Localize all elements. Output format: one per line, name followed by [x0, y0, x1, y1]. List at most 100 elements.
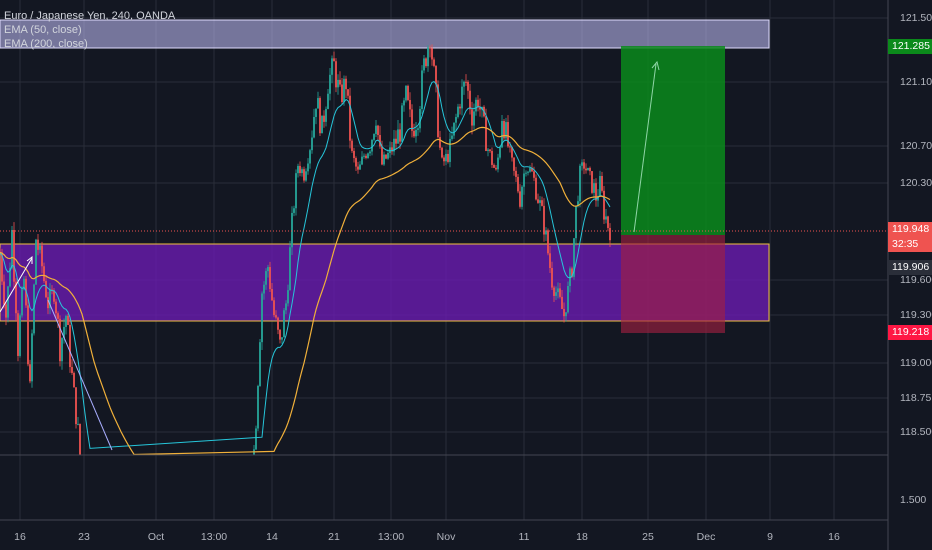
candle-body: [55, 301, 57, 314]
ema200-legend[interactable]: EMA (200, close): [4, 38, 88, 50]
candle-body: [571, 268, 573, 277]
candle-body: [31, 333, 33, 382]
past-arrowhead-icon: [26, 255, 33, 264]
candle-body: [601, 176, 603, 191]
time-tick-label: 21: [328, 531, 340, 543]
candle-body: [9, 268, 11, 287]
candle-body: [429, 47, 431, 49]
candle-body: [297, 165, 299, 174]
candle-body: [47, 297, 49, 309]
candle-body: [531, 168, 533, 172]
candle-body: [307, 163, 309, 172]
symbol-title[interactable]: Euro / Japanese Yen, 240, OANDA: [4, 10, 176, 22]
candle-body: [537, 199, 539, 203]
candle-body: [599, 176, 601, 196]
candle-body: [305, 171, 307, 181]
candle-body: [287, 290, 289, 304]
candle-body: [339, 79, 341, 85]
candle-body: [357, 166, 359, 170]
candle-body: [475, 99, 477, 112]
candle-body: [533, 171, 535, 178]
candle-body: [285, 303, 287, 311]
candle-body: [565, 312, 567, 317]
candle-body: [11, 229, 13, 269]
candle-body: [75, 387, 77, 425]
candle-body: [585, 168, 587, 171]
candle-body: [263, 284, 265, 294]
time-tick-label: 13:00: [377, 531, 405, 543]
countdown-tag: 32:35: [888, 237, 932, 252]
candle-body: [513, 157, 515, 171]
candle-body: [315, 108, 317, 117]
candle-body: [399, 129, 401, 142]
candle-body: [7, 286, 9, 318]
candle-body: [505, 122, 507, 139]
candle-body: [295, 173, 297, 209]
candle-body: [477, 99, 479, 108]
candle-body: [13, 229, 15, 282]
candle-body: [309, 150, 311, 164]
candle-body: [471, 109, 473, 126]
candle-body: [323, 115, 325, 122]
price-tick-label: 119.600: [900, 274, 932, 286]
candle-body: [281, 337, 283, 340]
candle-body: [539, 200, 541, 203]
candle-body: [345, 78, 347, 90]
candle-body: [261, 293, 263, 343]
candle-body: [503, 121, 505, 139]
price-tick-label: 121.100: [900, 76, 932, 88]
ema-price-tag: 119.906: [888, 260, 932, 275]
candle-body: [525, 172, 527, 174]
candle-body: [489, 149, 491, 151]
candle-body: [541, 200, 543, 206]
candle-body: [447, 153, 449, 162]
candle-body: [521, 186, 523, 207]
time-tick-label: Dec: [696, 531, 716, 543]
ema200-line: [0, 126, 611, 456]
candle-body: [337, 79, 339, 88]
candle-body: [449, 138, 451, 162]
price-tick-label: 119.300: [900, 309, 932, 321]
candle-body: [331, 58, 333, 75]
candle-body: [77, 423, 79, 425]
candle-body: [547, 230, 549, 254]
time-tick-label: 16: [14, 531, 26, 543]
candle-body: [321, 115, 323, 134]
candle-body: [527, 171, 529, 173]
candle-body: [313, 116, 315, 138]
candle-body: [27, 305, 29, 365]
candle-body: [485, 116, 487, 151]
candle-body: [267, 267, 269, 272]
candle-body: [319, 98, 321, 134]
candle-body: [17, 313, 19, 356]
candle-body: [499, 147, 501, 158]
candle-body: [361, 156, 363, 165]
candle-body: [573, 238, 575, 277]
candle-body: [469, 90, 471, 110]
candle-body: [459, 106, 461, 109]
candle-body: [445, 153, 447, 162]
candle-body: [407, 85, 409, 101]
candle-body: [545, 230, 547, 235]
candle-body: [317, 98, 319, 109]
candle-body: [595, 183, 597, 201]
time-tick-label: 25: [642, 531, 654, 543]
candle-body: [441, 147, 443, 158]
candle-body: [257, 385, 259, 429]
candle-body: [37, 239, 39, 250]
candle-body: [369, 151, 371, 154]
ema50-legend[interactable]: EMA (50, close): [4, 24, 82, 36]
candle-body: [553, 287, 555, 296]
candle-body: [455, 117, 457, 123]
candle-body: [519, 191, 521, 207]
candle-body: [583, 162, 585, 169]
candle-body: [567, 285, 569, 313]
time-tick-label: 13:00: [200, 531, 228, 543]
candle-body: [413, 130, 415, 137]
candle-body: [359, 164, 361, 170]
time-tick-label: Oct: [147, 531, 165, 543]
candle-body: [59, 318, 61, 362]
candle-body: [19, 315, 21, 356]
candle-body: [427, 47, 429, 67]
